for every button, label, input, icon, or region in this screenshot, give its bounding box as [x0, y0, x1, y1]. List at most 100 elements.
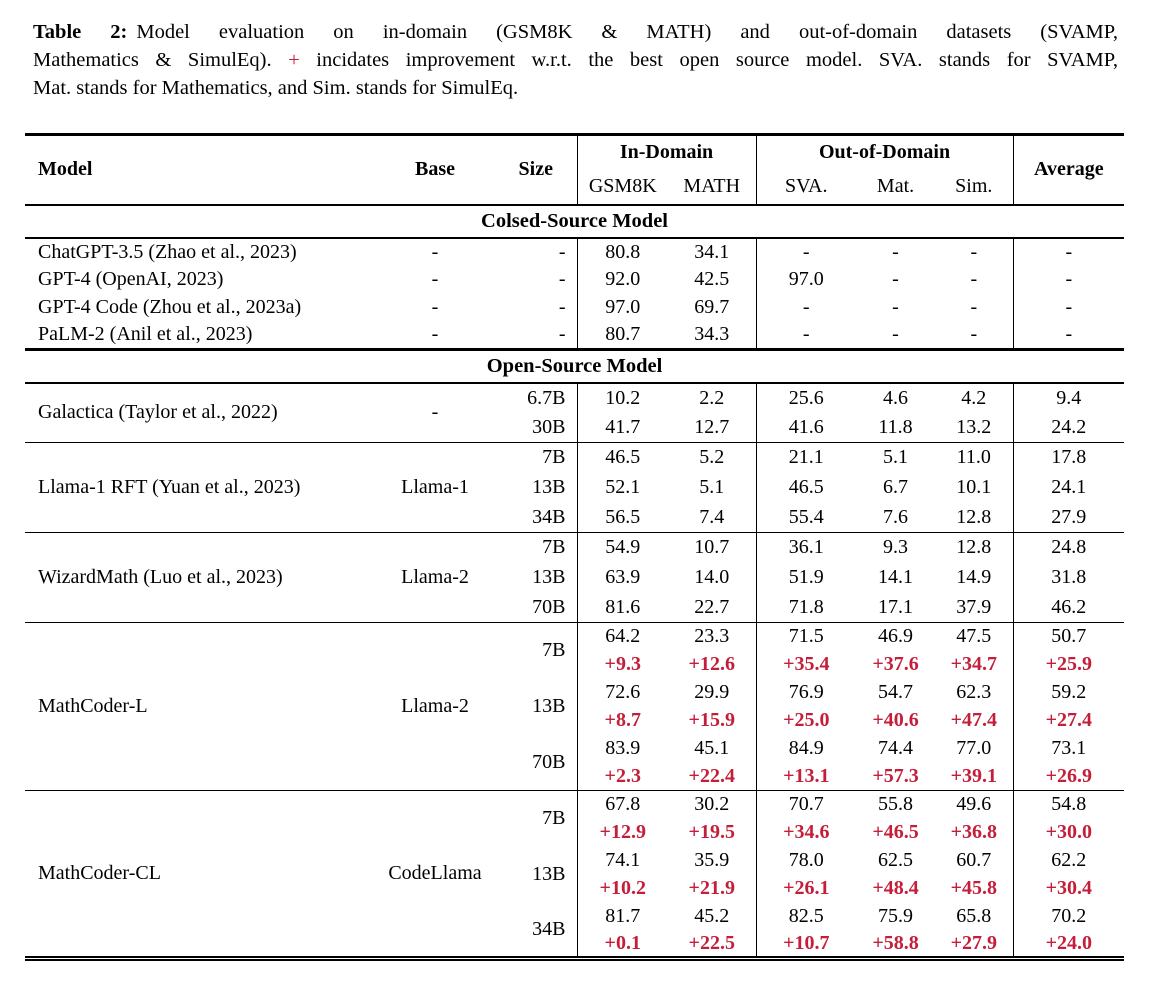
improvement-cell: +25.9: [1012, 650, 1125, 679]
score-cell: -: [755, 237, 857, 266]
size-cell: 34B: [532, 917, 566, 940]
improvement-cell: +26.9: [1012, 762, 1125, 791]
score-cell: 67.8: [576, 790, 668, 819]
improvement-cell: +46.5: [872, 821, 919, 843]
improvement-cell: +22.4: [688, 764, 735, 787]
size-cell: 7B: [542, 536, 566, 559]
caption-text-3: Mat. stands for Mathematics, and Sim. st…: [33, 77, 519, 99]
score-cell: 46.9: [878, 625, 914, 648]
table-row: Galactica (Taylor et al., 2022) - 6.7B 10.2…: [25, 382, 1125, 423]
score-cell: -: [1012, 237, 1125, 266]
score-cell: 46.5: [576, 442, 668, 473]
score-cell: 81.7: [576, 902, 668, 931]
score-cell: 62.3: [956, 681, 992, 703]
score-cell: -: [892, 296, 899, 318]
size-cell: 7B: [542, 446, 566, 469]
table-row: Llama-1 RFT (Yuan et al., 2023) Llama-1 7B…: [25, 442, 1125, 498]
model-name-cell: ChatGPT-3.5 (Zhao et al., 2023): [38, 240, 297, 263]
score-cell: 73.1: [1012, 734, 1125, 763]
improvement-cell: +26.1: [755, 874, 857, 903]
score-cell: -: [970, 296, 978, 318]
score-cell: 71.8: [755, 592, 857, 623]
score-cell: 42.5: [694, 268, 730, 290]
improvement-cell: +12.6: [688, 653, 735, 675]
score-cell: 21.1: [755, 442, 857, 473]
score-cell: 2.2: [699, 386, 725, 409]
section-title-label: Open-Source Model: [486, 354, 663, 377]
header-model: Model: [38, 158, 93, 181]
size-cell: -: [558, 323, 566, 346]
score-cell: 97.0: [576, 293, 668, 322]
score-cell: 64.2: [576, 622, 668, 651]
improvement-row: +12.9 +19.5 +34.6 +46.5 +36.8 +30.0: [25, 818, 1125, 847]
improvement-cell: +30.0: [1012, 818, 1125, 847]
document-page: Table 2: Model evaluation on in-domain (G…: [25, 18, 1125, 961]
improvement-cell: +27.4: [1012, 706, 1125, 735]
score-cell: 14.1: [878, 566, 914, 588]
table-body: Colsed-Source Model ChatGPT-3.5 (Zhao et …: [25, 205, 1125, 959]
score-cell: 46.5: [755, 472, 857, 503]
size-cell: 13B: [532, 566, 566, 588]
score-cell: 34.1: [694, 240, 730, 263]
score-cell: -: [892, 240, 899, 263]
header-row-groups: Model Base Size In-Domain Out-of-Domain …: [25, 134, 1125, 205]
improvement-cell: +40.6: [872, 709, 919, 731]
score-cell: 10.2: [576, 382, 668, 413]
base-cell: -: [431, 268, 439, 290]
table-caption: Table 2: Model evaluation on in-domain (G…: [33, 18, 1118, 102]
size-cell: 13B: [532, 863, 566, 885]
base-cell: Llama-2: [401, 566, 469, 588]
improvement-cell: +30.4: [1012, 874, 1125, 903]
score-cell: 71.5: [755, 622, 857, 651]
size-cell: 7B: [542, 807, 566, 830]
score-cell: 5.1: [883, 446, 909, 469]
improvement-cell: +15.9: [688, 709, 735, 731]
size-cell: 7B: [542, 639, 566, 662]
score-cell: 50.7: [1012, 622, 1125, 651]
improvement-cell: +34.6: [755, 818, 857, 847]
model-name-cell: MathCoder-L: [38, 695, 148, 717]
score-cell: 35.9: [694, 849, 730, 871]
improvement-row: +8.7 +15.9 +25.0 +40.6 +47.4 +27.4: [25, 706, 1125, 735]
score-cell: -: [755, 321, 857, 350]
score-cell: 81.6: [576, 592, 668, 623]
improvement-cell: +24.0: [1012, 930, 1125, 959]
score-cell: 75.9: [878, 905, 914, 927]
score-cell: 22.7: [694, 595, 730, 618]
table-row: WizardMath (Luo et al., 2023) Llama-2 7B 54…: [25, 532, 1125, 588]
improvement-cell: +2.3: [576, 762, 668, 791]
score-cell: 80.8: [576, 237, 668, 266]
score-cell: -: [970, 240, 978, 263]
improvement-row: +10.2 +21.9 +26.1 +48.4 +45.8 +30.4: [25, 874, 1125, 903]
score-cell: 24.8: [1012, 532, 1125, 563]
score-cell: 37.9: [956, 595, 992, 618]
improvement-cell: +10.7: [755, 930, 857, 959]
base-cell: -: [431, 401, 439, 424]
score-cell: 12.8: [956, 536, 992, 559]
score-cell: 56.5: [576, 502, 668, 533]
section-title-row: Open-Source Model: [25, 349, 1125, 383]
score-cell: -: [1012, 293, 1125, 322]
header-svamp: SVA.: [755, 169, 857, 205]
score-cell: 14.9: [956, 566, 992, 588]
score-cell: 74.4: [878, 737, 914, 759]
table-row: 13B 52.1 5.1 46.5 6.7 10.1 24.1: [25, 472, 1125, 503]
score-cell: 5.2: [699, 446, 725, 469]
header-size: Size: [518, 158, 553, 181]
table-row: 70B 81.6 22.7 71.8 17.1 37.9 46.2: [25, 592, 1125, 623]
size-cell: -: [558, 240, 566, 263]
header-mathematics: Mat.: [876, 175, 915, 197]
score-cell: 72.6: [576, 678, 668, 707]
score-cell: -: [970, 323, 978, 346]
improvement-cell: +9.3: [576, 650, 668, 679]
score-cell: 25.6: [755, 382, 857, 413]
improvement-cell: +27.9: [950, 931, 997, 954]
model-name-cell: Llama-1 RFT (Yuan et al., 2023): [38, 476, 301, 498]
base-cell: -: [431, 323, 439, 346]
score-cell: 55.8: [878, 793, 914, 816]
size-cell: 13B: [532, 476, 566, 498]
score-cell: 23.3: [694, 625, 730, 648]
improvement-cell: +37.6: [872, 653, 919, 675]
score-cell: 65.8: [956, 905, 992, 927]
table-row: 70B 83.9 45.1 84.9 74.4 77.0 73.1: [25, 734, 1125, 773]
